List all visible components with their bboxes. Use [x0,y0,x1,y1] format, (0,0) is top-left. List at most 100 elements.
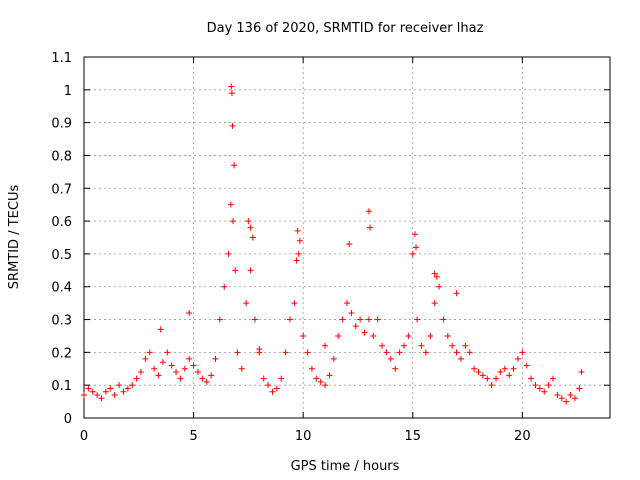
data-point [212,355,219,362]
data-point [361,329,368,336]
data-point [208,372,215,379]
data-point [479,372,486,379]
data-point [282,349,289,356]
data-point [431,300,438,307]
data-point [339,316,346,323]
data-point [413,244,420,251]
data-point [243,300,250,307]
y-tick-label: 1 [64,84,72,99]
x-tick-label: 10 [295,429,312,444]
data-point [449,342,456,349]
data-point [295,250,302,257]
data-point [440,316,447,323]
data-point [322,382,329,389]
data-point [411,231,418,238]
data-point [227,201,234,208]
data-point [94,392,101,399]
data-point [344,300,350,307]
data-point [346,241,353,248]
data-point [291,300,298,307]
y-tick-label: 0 [64,412,72,427]
data-point [374,316,381,323]
data-point [232,267,239,274]
data-point [370,332,377,339]
data-point [405,332,412,339]
data-point [89,388,96,395]
x-axis-label: GPS time / hours [291,459,400,474]
data-point [221,283,228,290]
data-point [488,382,495,389]
data-point [523,362,530,369]
data-point [186,309,193,316]
data-point [545,382,552,389]
data-point [431,270,438,277]
data-point [367,224,374,231]
data-point [563,398,570,405]
data-point [497,369,504,376]
data-point [514,355,521,362]
data-point [251,316,258,323]
data-point [124,385,131,392]
data-point [228,90,235,97]
data-point [137,369,144,376]
data-point [260,375,267,382]
y-tick-label: 0.6 [51,215,72,230]
data-point [379,342,386,349]
data-point [466,349,473,356]
data-point [536,385,543,392]
x-tick-label: 0 [80,429,88,444]
y-tick-label: 1.1 [51,51,72,66]
data-point [269,388,276,395]
data-point [519,349,526,356]
data-point [532,382,539,389]
y-tick-label: 0.8 [51,149,72,164]
chart-title: Day 136 of 2020, SRMTID for receiver lha… [207,21,484,36]
data-point [229,122,236,129]
data-point [418,342,425,349]
data-point [203,378,210,385]
data-point [247,267,254,274]
data-point [357,316,364,323]
data-point [249,234,256,241]
x-tick-label: 15 [404,429,421,444]
data-point [392,365,399,372]
data-point [111,392,118,399]
data-point [422,349,429,356]
y-tick-label: 0.1 [51,379,72,394]
data-point [365,208,372,215]
data-point [85,385,92,392]
data-point [409,250,416,257]
data-point [326,372,333,379]
data-point [133,375,140,382]
x-tick-label: 5 [189,429,197,444]
data-point [330,355,337,362]
data-point [453,290,460,297]
data-point [387,355,394,362]
data-point [173,369,180,376]
data-point [287,316,294,323]
data-point [256,346,263,353]
data-point [414,316,421,323]
data-point [116,382,123,389]
axis-ticks: 0 0.1 0.2 0.3 0.4 0.5 0.6 0.7 0.8 0.9 1 1.1 0 5 10 15 20 [51,51,610,444]
data-point [294,227,301,234]
data-point [296,237,303,244]
data-point [576,385,583,392]
x-tick-label: 20 [514,429,531,444]
y-tick-label: 0.2 [51,346,72,361]
data-point [383,349,390,356]
data-point [228,83,235,90]
y-tick-label: 0.7 [51,182,72,197]
data-point [151,365,158,372]
data-point [493,375,500,382]
data-point [567,392,574,399]
data-point [102,388,109,395]
data-point [317,378,324,385]
data-point [81,392,87,399]
data-point [484,375,491,382]
data-point [216,316,223,323]
data-point [247,224,254,231]
data-point [157,326,164,333]
data-point [186,355,193,362]
